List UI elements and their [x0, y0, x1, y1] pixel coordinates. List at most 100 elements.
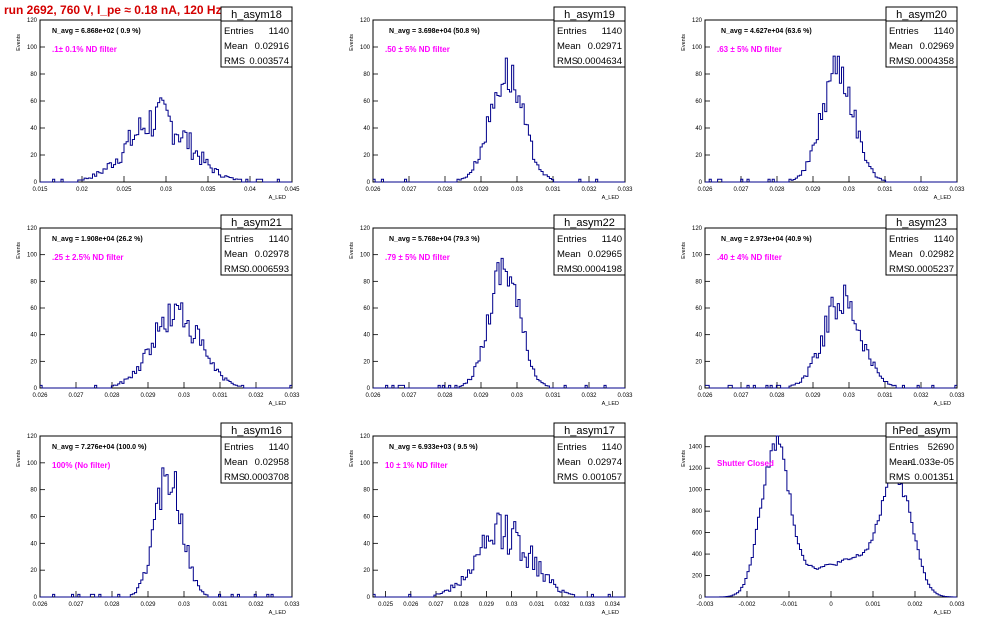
y-tick-label: 100	[360, 45, 371, 51]
y-tick-label: 120	[692, 226, 703, 232]
navg-label: N_avg = 6.868e+02 ( 0.9 %)	[52, 28, 141, 35]
y-tick-label: 20	[30, 568, 37, 574]
x-tick-label: 0.03	[843, 393, 855, 399]
x-axis-label: A_LED	[602, 401, 619, 407]
x-tick-label: 0.026	[697, 187, 713, 193]
x-tick-label: 0.026	[365, 393, 381, 399]
histogram-line	[705, 435, 957, 598]
x-tick-label: -0.002	[738, 602, 756, 608]
histogram-line	[40, 302, 292, 389]
x-tick-label: 0.033	[284, 393, 300, 399]
y-tick-label: 0	[699, 386, 703, 392]
x-tick-label: -0.003	[696, 602, 714, 608]
stats-title: h_asym16	[231, 425, 282, 437]
y-tick-label: 120	[360, 434, 371, 440]
x-tick-label: 0.03	[511, 393, 523, 399]
x-tick-label: 0.03	[511, 187, 523, 193]
y-tick-label: 100	[27, 253, 38, 259]
y-tick-label: 40	[30, 333, 37, 339]
stats-box	[220, 214, 293, 276]
y-tick-label: 100	[27, 461, 38, 467]
x-tick-label: 0.032	[581, 187, 597, 193]
y-tick-label: 80	[695, 72, 702, 78]
y-axis-label: Events	[349, 450, 355, 467]
x-axis-label: A_LED	[602, 195, 619, 201]
x-tick-label: -0.001	[780, 602, 798, 608]
x-tick-label: 0.03	[160, 187, 172, 193]
stats-value: 1140	[269, 442, 289, 453]
histogram-line	[40, 467, 292, 598]
x-tick-label: 0.032	[581, 393, 597, 399]
navg-label: N_avg = 6.933e+03 ( 9.5 %)	[389, 444, 478, 451]
y-tick-label: 80	[363, 72, 370, 78]
y-tick-label: 1200	[689, 466, 703, 472]
y-axis-label: Events	[349, 34, 355, 51]
x-tick-label: 0.029	[805, 393, 821, 399]
y-tick-label: 80	[363, 279, 370, 285]
stats-label: Entries	[557, 442, 587, 453]
stats-value: 0.02974	[588, 457, 622, 468]
histogram-line	[373, 512, 625, 598]
y-tick-label: 0	[367, 595, 371, 601]
stats-value: 0.0003708	[244, 472, 289, 483]
stats-title: h_asym19	[564, 9, 615, 21]
y-tick-label: 120	[360, 226, 371, 232]
x-tick-label: 0.027	[733, 187, 749, 193]
x-tick-label: 0.026	[403, 602, 419, 608]
y-tick-label: 40	[30, 126, 37, 132]
stats-label: Mean	[557, 457, 581, 468]
x-axis-label: A_LED	[934, 610, 951, 616]
x-tick-label: 0.02	[76, 187, 88, 193]
stats-value: 0.02971	[588, 41, 622, 52]
y-tick-label: 120	[360, 18, 371, 24]
stats-label: Mean	[557, 249, 581, 260]
panel-h_asym22: 0 20 40 60 80 100 120 0.026 0.027 0.028 0.029 0.03 0…	[349, 214, 633, 407]
x-tick-label: 0.032	[913, 393, 929, 399]
stats-box	[885, 214, 958, 276]
x-axis-label: A_LED	[602, 610, 619, 616]
navg-label: N_avg = 5.768e+04 (79.3 %)	[389, 236, 480, 243]
y-tick-label: 60	[363, 306, 370, 312]
x-tick-label: 0.002	[907, 602, 923, 608]
panel-h_asym19: 0 20 40 60 80 100 120 0.026 0.027 0.028 0.029 0.03 0…	[349, 6, 633, 201]
x-tick-label: 0.027	[68, 602, 84, 608]
y-tick-label: 40	[695, 126, 702, 132]
histogram-line	[373, 57, 625, 183]
stats-label: RMS	[224, 472, 245, 483]
stats-value: 0.02958	[255, 457, 289, 468]
y-tick-label: 400	[692, 552, 703, 558]
x-tick-label: 0.031	[545, 187, 561, 193]
x-tick-label: 0.001	[865, 602, 881, 608]
stats-title: h_asym21	[231, 217, 282, 229]
stats-value: 0.0004634	[577, 56, 622, 67]
stats-title: hPed_asym	[892, 425, 950, 437]
navg-label: N_avg = 3.698e+04 (50.8 %)	[389, 28, 480, 35]
stats-label: Mean	[557, 41, 581, 52]
stats-label: Entries	[557, 234, 587, 245]
stats-label: Entries	[557, 26, 587, 37]
y-tick-label: 20	[363, 568, 370, 574]
panel-h_asym23: 0 20 40 60 80 100 120 0.026 0.027 0.028 0.029 0.03 0…	[681, 214, 965, 407]
stats-box	[220, 422, 293, 484]
stats-value: -1.033e-05	[908, 457, 954, 468]
x-tick-label: 0.03	[506, 602, 518, 608]
stats-value: 0.0006593	[244, 264, 289, 275]
y-axis-label: Events	[681, 34, 687, 51]
y-tick-label: 0	[34, 180, 38, 186]
stats-label: Mean	[224, 249, 248, 260]
y-tick-label: 100	[360, 461, 371, 467]
y-tick-label: 0	[367, 386, 371, 392]
y-axis-label: Events	[16, 450, 22, 467]
stats-label: Entries	[889, 26, 919, 37]
navg-label: N_avg = 2.973e+04 (40.9 %)	[721, 236, 812, 243]
stats-label: RMS	[224, 56, 245, 67]
x-tick-label: 0.045	[284, 187, 300, 193]
x-tick-label: 0.029	[473, 187, 489, 193]
x-axis-label: A_LED	[269, 610, 286, 616]
stats-label: RMS	[889, 472, 910, 483]
x-tick-label: 0.032	[913, 187, 929, 193]
stats-label: Mean	[889, 457, 913, 468]
x-tick-label: 0.031	[212, 602, 228, 608]
stats-label: RMS	[224, 264, 245, 275]
